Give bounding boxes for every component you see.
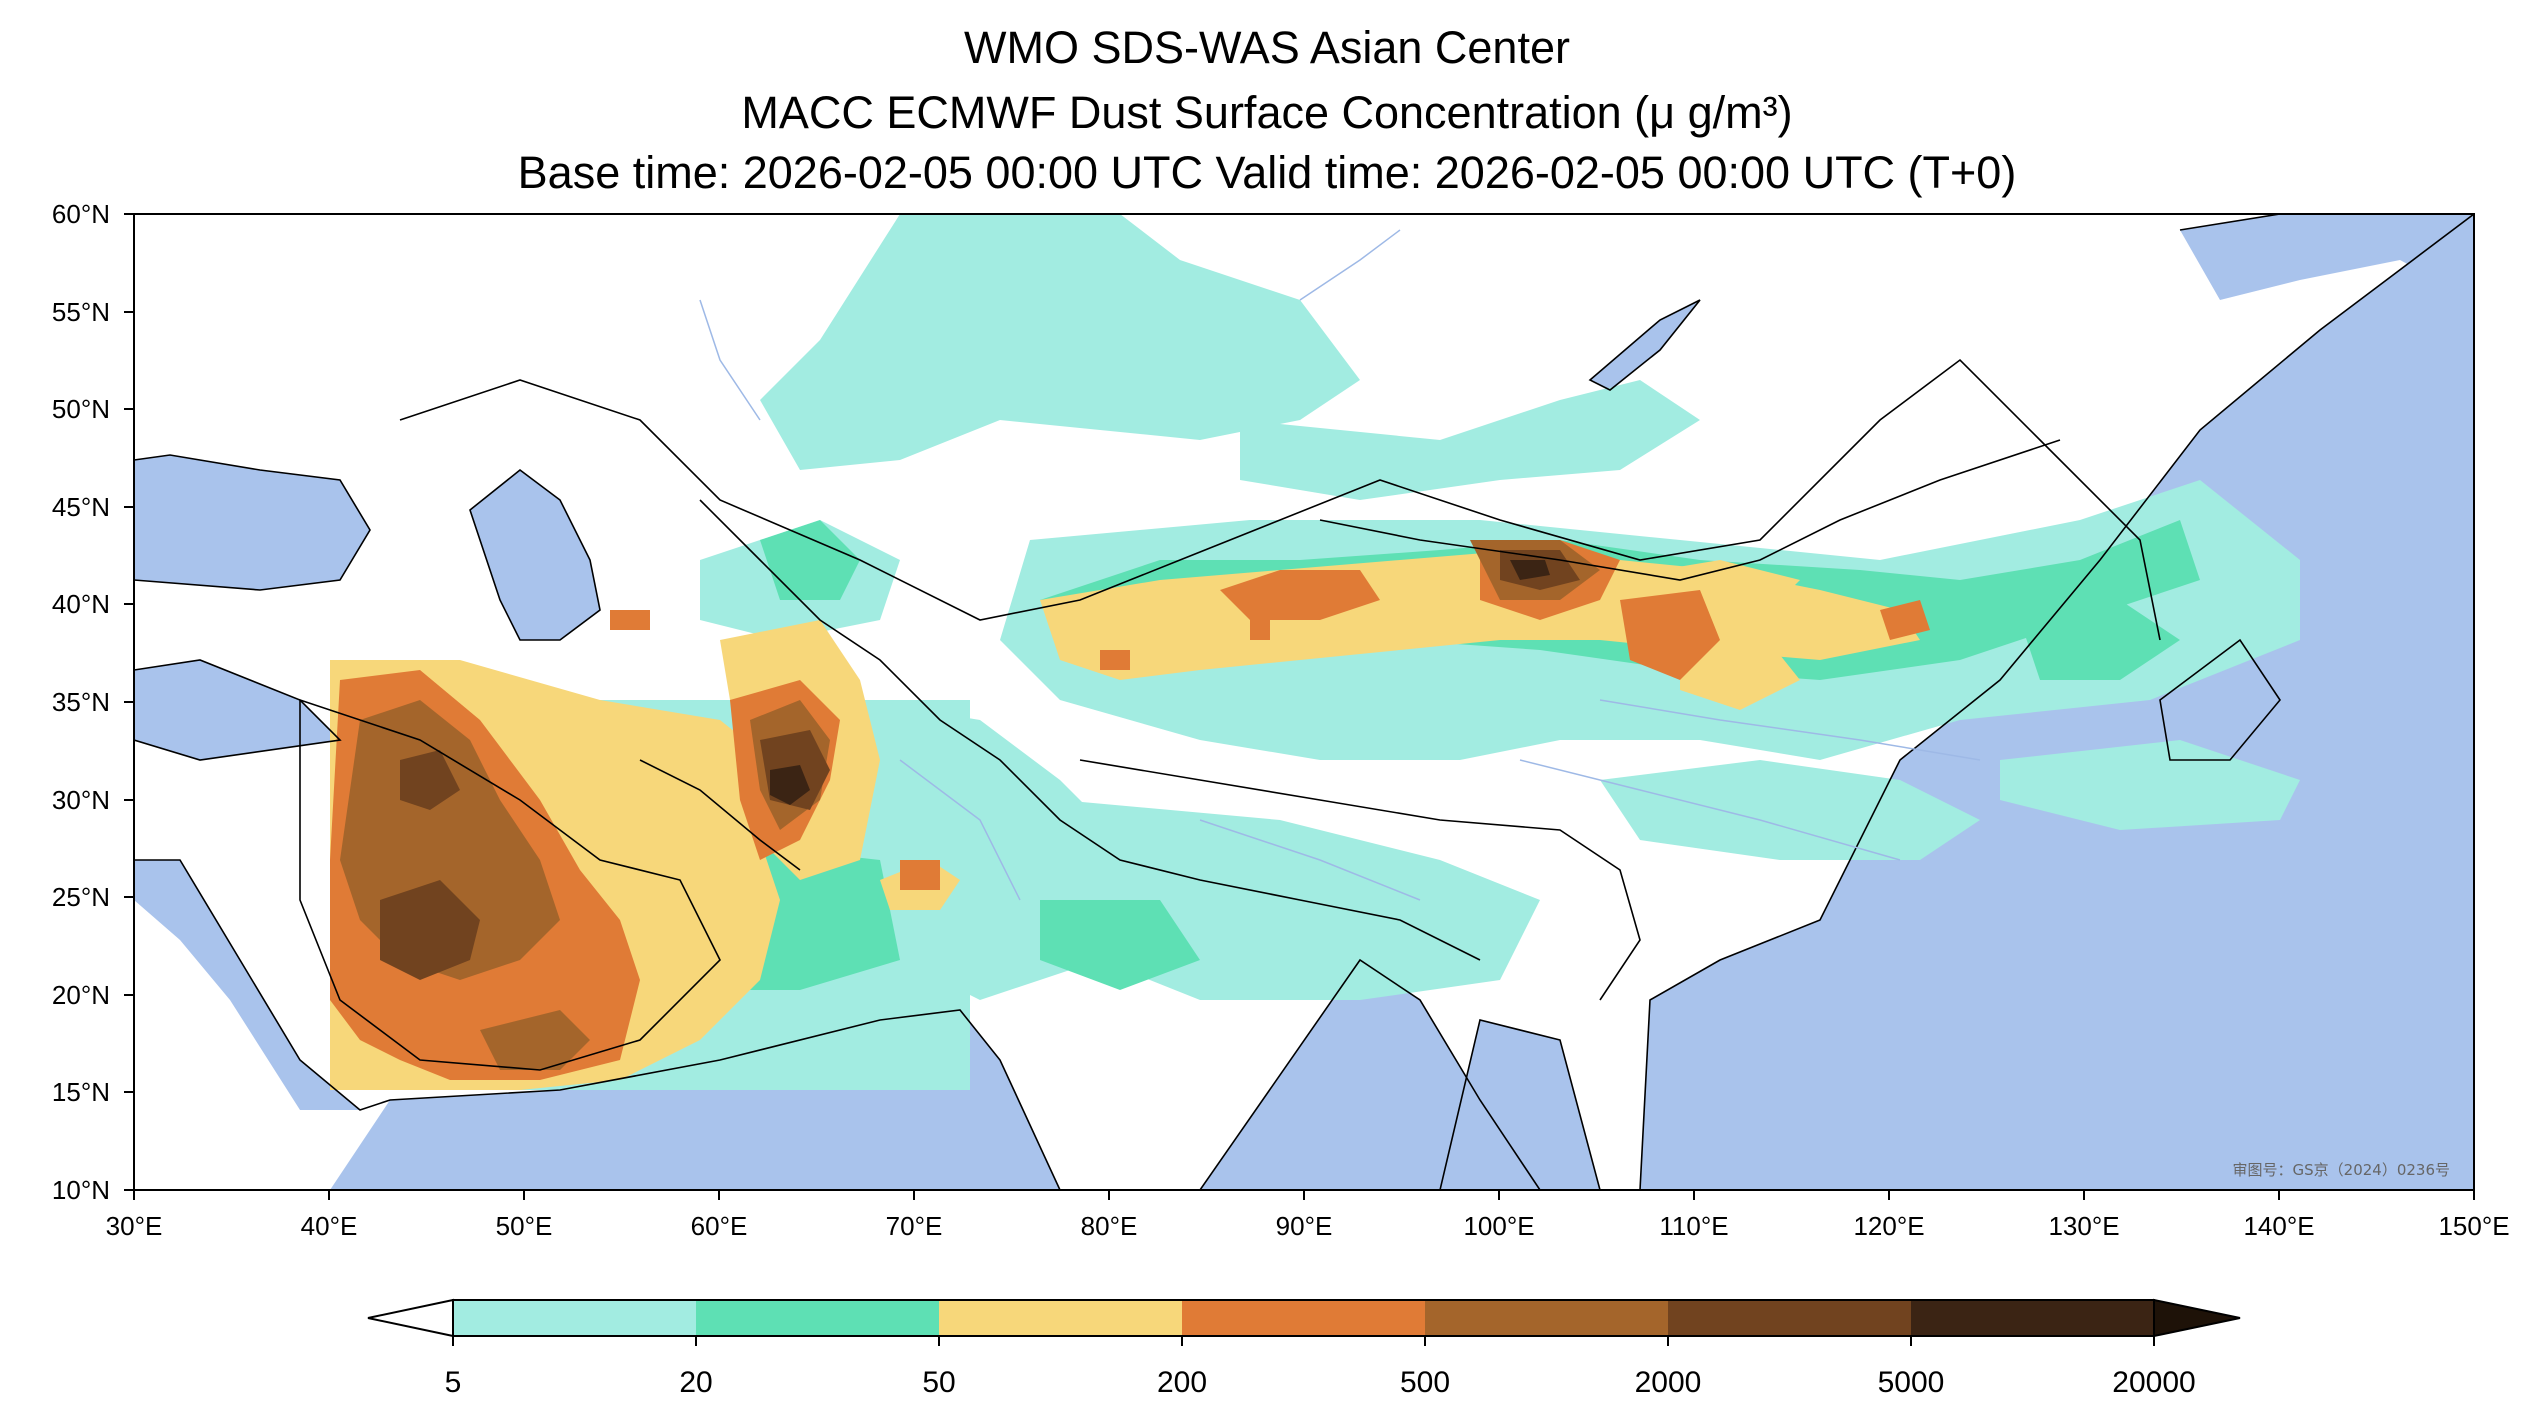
colorbar-swatch	[453, 1300, 696, 1336]
colorbar-swatch	[1182, 1300, 1425, 1336]
y-axis: 60°N 55°N 50°N 45°N 40°N 35°N 30°N 25°N …	[52, 199, 134, 1205]
lon-label: 70°E	[886, 1211, 943, 1241]
watermark: 审图号：GS京（2024）0236号	[2233, 1161, 2451, 1179]
lat-label: 15°N	[52, 1077, 110, 1107]
colorbar: 5 20 50 200 500 2000 5000 20000	[367, 1298, 2241, 1399]
dust-level-5000-20000	[770, 560, 1550, 805]
lon-label: 130°E	[2048, 1211, 2119, 1241]
colorbar-swatch	[939, 1300, 1182, 1336]
lon-label: 100°E	[1463, 1211, 1534, 1241]
colorbar-tick-label: 5	[445, 1366, 462, 1399]
colorbar-min-extension	[367, 1298, 454, 1338]
lat-label: 40°N	[52, 589, 110, 619]
colorbar-tick-label: 20000	[2112, 1366, 2195, 1399]
lon-label: 120°E	[1853, 1211, 1924, 1241]
lon-label: 40°E	[301, 1211, 358, 1241]
colorbar-tick-label: 50	[922, 1366, 955, 1399]
colorbar-max-extension	[2153, 1298, 2241, 1338]
lat-label: 25°N	[52, 882, 110, 912]
lat-label: 35°N	[52, 687, 110, 717]
lat-label: 55°N	[52, 297, 110, 327]
lon-label: 80°E	[1081, 1211, 1138, 1241]
lat-label: 20°N	[52, 980, 110, 1010]
colorbar-tick-label: 500	[1400, 1366, 1450, 1399]
colorbar-swatch	[1911, 1300, 2154, 1336]
colorbar-swatch	[1668, 1300, 1911, 1336]
colorbar-swatch	[1425, 1300, 1668, 1336]
lon-label: 50°E	[496, 1211, 553, 1241]
lat-label: 10°N	[52, 1175, 110, 1205]
lat-label: 45°N	[52, 492, 110, 522]
title-line-2: MACC ECMWF Dust Surface Concentration (μ…	[741, 87, 1793, 138]
lon-label: 150°E	[2438, 1211, 2509, 1241]
lon-label: 30°E	[106, 1211, 163, 1241]
map-plot-area: 审图号：GS京（2024）0236号	[134, 214, 2474, 1190]
colorbar-swatch	[696, 1300, 939, 1336]
lat-label: 30°N	[52, 785, 110, 815]
boundaries-layer	[134, 214, 2474, 1190]
lon-label: 110°E	[1659, 1211, 1728, 1241]
rivers-layer	[699, 229, 1981, 901]
title-line-3: Base time: 2026-02-05 00:00 UTC Valid ti…	[517, 147, 2017, 198]
colorbar-tick-label: 5000	[1878, 1366, 1945, 1399]
colorbar-tick-label: 200	[1157, 1366, 1207, 1399]
lon-label: 60°E	[691, 1211, 748, 1241]
title-line-1: WMO SDS-WAS Asian Center	[964, 22, 1570, 73]
lon-label: 90°E	[1276, 1211, 1333, 1241]
colorbar-tick-label: 20	[679, 1366, 712, 1399]
lat-label: 50°N	[52, 394, 110, 424]
lat-label: 60°N	[52, 199, 110, 229]
x-axis: 30°E 40°E 50°E 60°E 70°E 80°E 90°E 100°E…	[106, 1190, 2510, 1241]
colorbar-tick-label: 2000	[1635, 1366, 1702, 1399]
lon-label: 140°E	[2243, 1211, 2314, 1241]
